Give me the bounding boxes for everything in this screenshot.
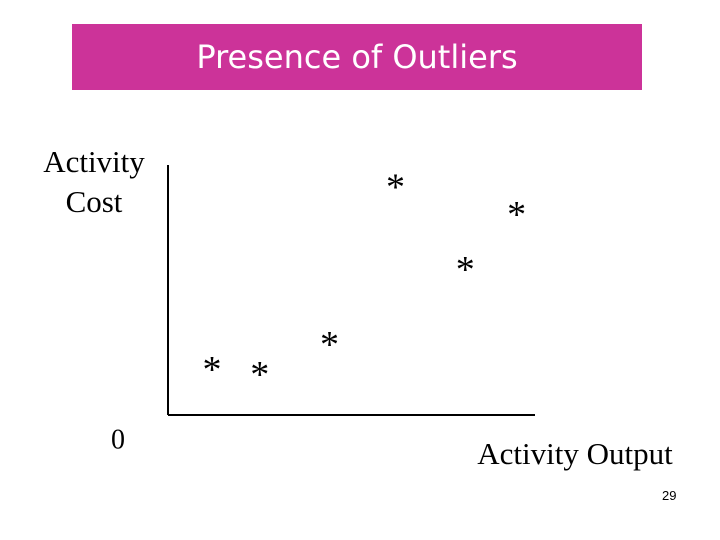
chart-title: Presence of Outliers — [72, 24, 642, 90]
data-point: * — [456, 249, 475, 291]
data-point: * — [386, 167, 405, 209]
data-point: * — [250, 354, 269, 396]
data-point: * — [203, 349, 222, 391]
data-point: * — [320, 324, 339, 366]
origin-tick-label: 0 — [111, 424, 125, 455]
page-number: 29 — [662, 488, 677, 503]
data-point: * — [507, 194, 526, 236]
y-axis-label: Activity Cost — [43, 144, 145, 219]
x-axis-label: Activity Output — [477, 436, 673, 471]
